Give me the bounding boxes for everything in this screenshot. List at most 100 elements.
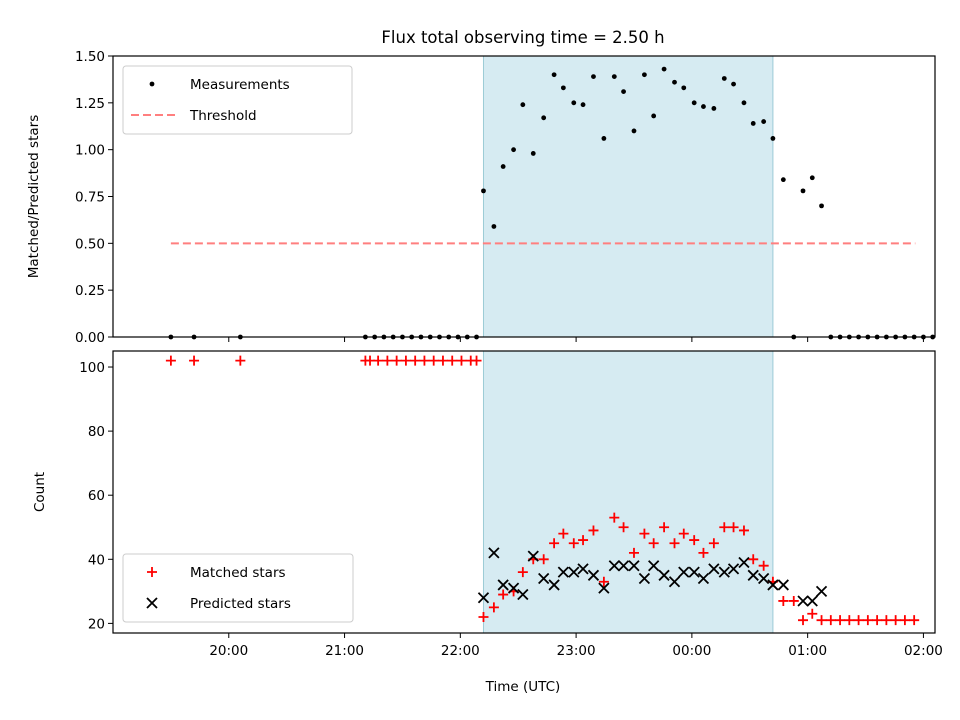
- predicted-stars-point: [777, 579, 789, 591]
- legend-top: Measurements Threshold: [122, 65, 353, 135]
- predicted-stars-point: [727, 563, 740, 575]
- measurements-point: [780, 177, 786, 183]
- measurements-point: [601, 136, 607, 141]
- x-tick-label: 00:00: [672, 643, 711, 659]
- legend-box: [122, 65, 353, 135]
- matched-stars-point: [862, 615, 873, 626]
- matched-stars-point: [618, 522, 629, 533]
- matched-stars-point: [410, 355, 421, 366]
- predicted-stars-point: [815, 585, 828, 597]
- y-tick-label-top: 0.00: [75, 330, 105, 346]
- predicted-stars-point: [497, 579, 509, 591]
- chart-title: Flux total observing time = 2.50 h: [381, 28, 664, 47]
- matched-stars-point: [609, 512, 620, 523]
- measurements-point: [681, 85, 687, 91]
- matched-stars-point: [853, 615, 864, 626]
- predicted-stars-point: [668, 576, 681, 588]
- matched-stars-point: [728, 522, 739, 533]
- predicted-stars-point: [617, 560, 630, 572]
- x-tick-label: 23:00: [557, 643, 596, 659]
- predicted-stars-point: [577, 563, 589, 575]
- predicted-stars-point: [758, 572, 770, 585]
- y-axis-label-bottom: Count: [32, 472, 48, 512]
- matched-stars-point: [568, 538, 579, 549]
- measurements-point: [800, 188, 806, 194]
- matched-stars-point: [373, 355, 384, 366]
- observing-window-top: [482, 55, 774, 338]
- matched-stars-point: [659, 522, 670, 533]
- matched-stars-point: [881, 615, 892, 626]
- measurements-point: [541, 115, 547, 121]
- y-tick-label-top: 0.25: [75, 283, 105, 299]
- matched-stars-point: [738, 525, 749, 536]
- measurements-point: [500, 164, 506, 169]
- measurements-point: [761, 119, 767, 124]
- measurements-point: [741, 100, 747, 106]
- measurements-point: [661, 66, 667, 72]
- predicted-stars-point: [718, 566, 730, 578]
- matched-stars-point: [844, 615, 855, 626]
- legend-marker: [149, 81, 155, 87]
- measurements-point: [721, 76, 727, 81]
- x-tick-label: 20:00: [209, 643, 248, 659]
- matched-stars-point: [549, 538, 560, 549]
- matched-stars-point: [698, 547, 709, 558]
- matched-stars-point: [578, 535, 589, 546]
- predicted-stars-point: [628, 560, 640, 572]
- matched-stars-point: [471, 355, 482, 366]
- x-tick-label: 22:00: [441, 643, 480, 659]
- matched-stars-point: [890, 615, 901, 626]
- legend-marker: [147, 567, 157, 577]
- predicted-stars-point: [538, 572, 550, 585]
- measurements-point: [819, 203, 824, 209]
- matched-stars-point: [678, 528, 689, 539]
- matched-stars-point: [538, 554, 549, 565]
- matched-stars-point: [788, 595, 799, 606]
- measurements-point: [691, 100, 697, 106]
- measurements-point: [491, 224, 497, 229]
- legend-marker: [146, 597, 158, 609]
- measurements-point: [621, 89, 626, 94]
- observing-window-bottom: [482, 350, 774, 634]
- measurements-point: [551, 72, 557, 78]
- y-tick-label-top: 1.50: [75, 49, 105, 65]
- measurements-point: [672, 79, 677, 85]
- plot-frame-top: [112, 55, 936, 338]
- matched-stars-point: [488, 602, 499, 613]
- x-tick-label: 02:00: [904, 643, 943, 659]
- matched-stars-point: [669, 538, 680, 549]
- matched-stars-point: [391, 355, 402, 366]
- y-tick-label-top: 1.25: [75, 96, 105, 112]
- y-tick-label-bottom: 100: [79, 360, 105, 376]
- matched-stars-point: [778, 595, 789, 606]
- matched-stars-point: [456, 355, 467, 366]
- y-axis-label-top: Matched/Predicted stars: [26, 115, 42, 278]
- matched-stars-point: [835, 615, 846, 626]
- y-tick-label-top: 0.50: [75, 236, 105, 252]
- predicted-stars-point: [797, 595, 809, 607]
- predicted-stars-point: [688, 566, 700, 578]
- matched-stars-point: [558, 528, 569, 539]
- matched-stars-point: [428, 355, 439, 366]
- predicted-stars-point: [527, 550, 539, 562]
- matched-stars-point: [165, 355, 176, 366]
- measurements-point: [651, 113, 657, 119]
- predicted-stars-point: [548, 579, 560, 591]
- matched-stars-point: [719, 522, 730, 533]
- predicted-stars-point: [598, 582, 610, 594]
- matched-stars-point: [498, 589, 509, 600]
- panel-bottom: 20 40 60 80 100 20:00 21:00 22:00 23:00 00:00 01:0…: [32, 350, 943, 659]
- legend-label: Matched stars: [190, 565, 286, 581]
- matched-stars-point: [189, 355, 200, 366]
- legend-box: [122, 553, 354, 623]
- measurements-point: [591, 74, 596, 80]
- predicted-stars-point: [557, 566, 569, 578]
- predicted-stars-point: [747, 569, 759, 581]
- matched-stars-point: [648, 538, 659, 549]
- predicted-stars-point: [638, 572, 651, 585]
- matched-stars-point: [872, 615, 883, 626]
- panel-top: 0.00 0.25 0.50 0.75 1.00 1.25 1.50 Matched/Pred…: [26, 49, 936, 346]
- y-tick-label-top: 0.75: [75, 190, 105, 206]
- predicted-stars-point: [507, 582, 520, 594]
